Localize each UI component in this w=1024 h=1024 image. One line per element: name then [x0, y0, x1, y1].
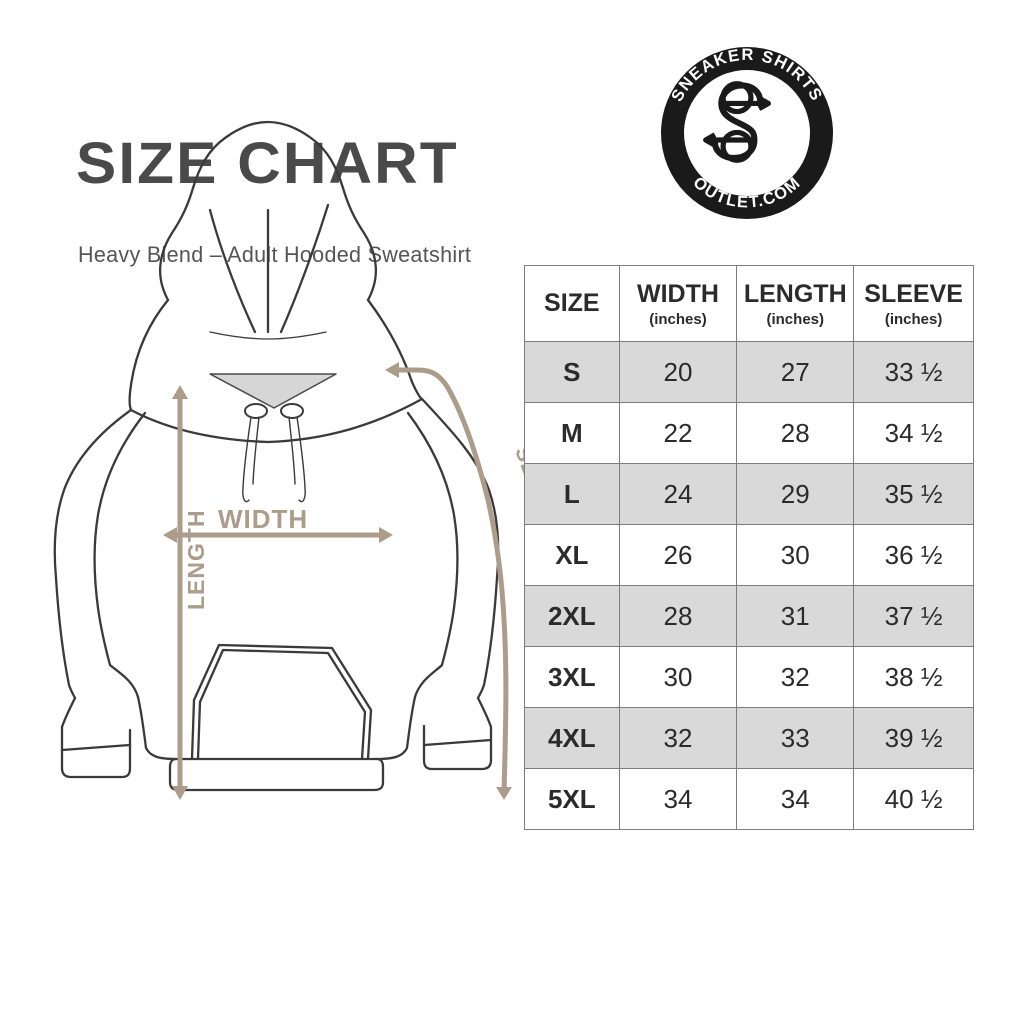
svg-text:WIDTH: WIDTH: [218, 504, 308, 534]
svg-text:LENGTH: LENGTH: [183, 509, 209, 610]
